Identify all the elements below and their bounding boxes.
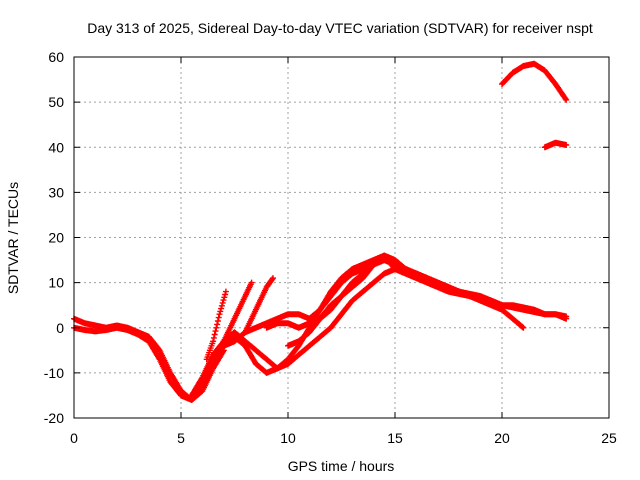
x-tick-label: 25 [601, 430, 617, 446]
y-tick-label: -20 [44, 410, 64, 426]
x-tick-label: 5 [177, 430, 185, 446]
data-point-markers [499, 60, 570, 103]
data-series-track-6 [203, 288, 229, 363]
chart-title: Day 313 of 2025, Sidereal Day-to-day VTE… [87, 20, 593, 36]
data-series-track-7 [220, 279, 255, 345]
x-tick-label: 0 [70, 430, 78, 446]
y-tick-label: 10 [48, 275, 64, 291]
y-tick-label: 40 [48, 139, 64, 155]
data-series-track-8 [242, 275, 276, 336]
data-series-track-12 [541, 139, 570, 151]
grid [74, 57, 609, 418]
x-tick-label: 20 [494, 430, 510, 446]
data-point-markers [541, 139, 570, 151]
y-tick-label: 50 [48, 94, 64, 110]
data-point-markers [210, 266, 570, 372]
data-point-markers [285, 252, 398, 349]
data-point-markers [242, 275, 276, 336]
data-point-markers [199, 257, 527, 390]
x-axis-label: GPS time / hours [288, 458, 395, 474]
y-axis-label: SDTVAR / TECUs [5, 182, 21, 294]
data-series-track-11 [499, 60, 570, 103]
data-point-markers [220, 279, 255, 345]
data-point-markers [203, 288, 229, 363]
x-tick-label: 10 [280, 430, 296, 446]
y-tick-label: -10 [44, 365, 64, 381]
data-series-track-4 [199, 257, 527, 390]
axis-ticks [73, 56, 610, 419]
y-tick-label: 30 [48, 184, 64, 200]
y-tick-label: 60 [48, 49, 64, 65]
tick-labels: 0 5 10 15 20 25 -20 -10 0 10 20 30 40 50 60 [44, 49, 617, 446]
x-tick-label: 15 [387, 430, 403, 446]
data-series-track-5 [210, 266, 570, 372]
y-tick-label: 0 [56, 320, 64, 336]
data-series-track-10 [285, 252, 398, 349]
y-tick-label: 20 [48, 230, 64, 246]
